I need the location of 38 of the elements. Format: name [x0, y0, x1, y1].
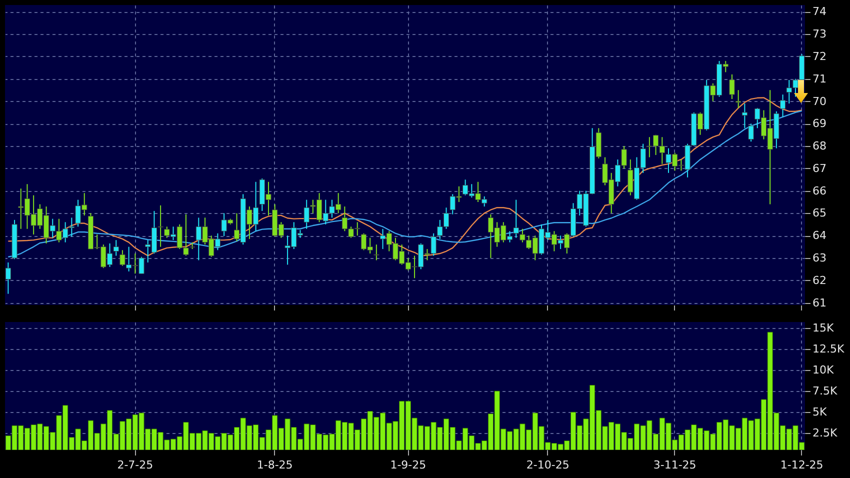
y-tick-label: 66	[812, 184, 826, 198]
candlestick	[513, 199, 519, 238]
y-tick-label: 2.5K	[812, 426, 838, 440]
y-tick-label: 73	[812, 28, 826, 41]
y-tick-label: 5K	[812, 406, 828, 419]
y-tick-label: 15K	[812, 321, 834, 334]
y-tick-label: 65	[812, 206, 826, 220]
candlestick	[742, 103, 748, 129]
y-tick-label: 74	[812, 5, 826, 18]
candlestick	[113, 240, 119, 256]
y-tick-label: 10K	[812, 364, 834, 376]
y-tick-label: 67	[812, 162, 826, 175]
y-tick-label: 7.5K	[812, 384, 838, 398]
candlestick	[304, 199, 310, 230]
x-tick-label: 2-10-25	[526, 458, 570, 472]
candlestick	[374, 244, 380, 261]
candlestick	[780, 94, 786, 118]
candlestick	[158, 204, 164, 248]
candlestick	[729, 74, 735, 100]
candlestick	[5, 262, 11, 294]
x-tick-label: 1-9-25	[390, 458, 426, 472]
candlestick	[736, 90, 742, 108]
y-tick-label: 72	[812, 50, 826, 63]
x-tick-label: 3-11-25	[653, 458, 696, 472]
candlestick	[748, 123, 754, 142]
y-tick-label: 69	[812, 117, 826, 130]
x-tick-label: 2-7-25	[117, 458, 154, 472]
y-tick-label: 70	[812, 94, 826, 108]
x-tick-label: 1-12-25	[780, 458, 824, 472]
candlestick	[68, 217, 74, 238]
y-tick-label: 68	[812, 140, 826, 153]
y-tick-label: 62	[812, 274, 826, 287]
y-tick-label: 61	[812, 296, 826, 310]
x-tick-label: 1-8-25	[256, 458, 293, 472]
y-tick-label: 71	[812, 72, 826, 86]
y-tick-label: 12.5K	[812, 342, 845, 356]
y-tick-label: 63	[812, 251, 826, 264]
y-tick-label: 64	[812, 229, 826, 242]
